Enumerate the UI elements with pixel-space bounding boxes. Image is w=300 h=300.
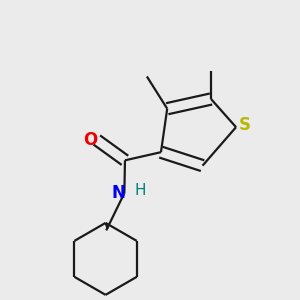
Text: S: S [239, 116, 251, 134]
Text: H: H [135, 183, 146, 198]
Text: O: O [83, 131, 97, 149]
Text: N: N [112, 184, 126, 202]
